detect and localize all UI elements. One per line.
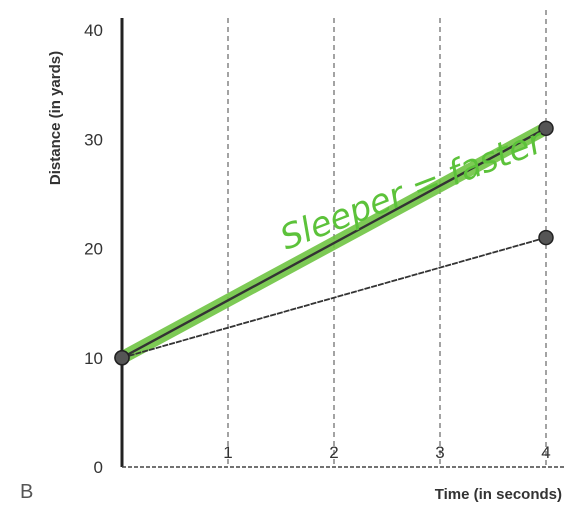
y-tick-label: 10 (84, 349, 103, 368)
panel-label: B (20, 481, 33, 503)
y-tick-labels: 0 10 20 30 40 (84, 21, 103, 477)
axes (120, 18, 566, 468)
series-line (121, 236, 547, 359)
data-point (538, 120, 554, 137)
series-line (121, 127, 547, 359)
x-tick-labels: 1 2 3 4 (223, 443, 550, 462)
x-axis-title: Time (in seconds) (435, 486, 562, 503)
x-tick-label: 2 (329, 443, 338, 462)
y-tick-label: 40 (84, 21, 103, 40)
y-tick-label: 20 (84, 240, 103, 259)
data-point (538, 229, 554, 246)
y-tick-label: 0 (94, 458, 103, 477)
vertical-grid (227, 10, 547, 467)
x-tick-label: 4 (541, 443, 550, 462)
handwritten-annotation: Sleeper = faster (275, 121, 551, 259)
y-axis-title: Distance (in yards) (47, 51, 64, 185)
series-layer (114, 120, 554, 366)
y-tick-label: 30 (84, 130, 103, 149)
x-tick-label: 1 (223, 443, 232, 462)
data-point (114, 350, 130, 366)
x-tick-label: 3 (435, 443, 444, 462)
